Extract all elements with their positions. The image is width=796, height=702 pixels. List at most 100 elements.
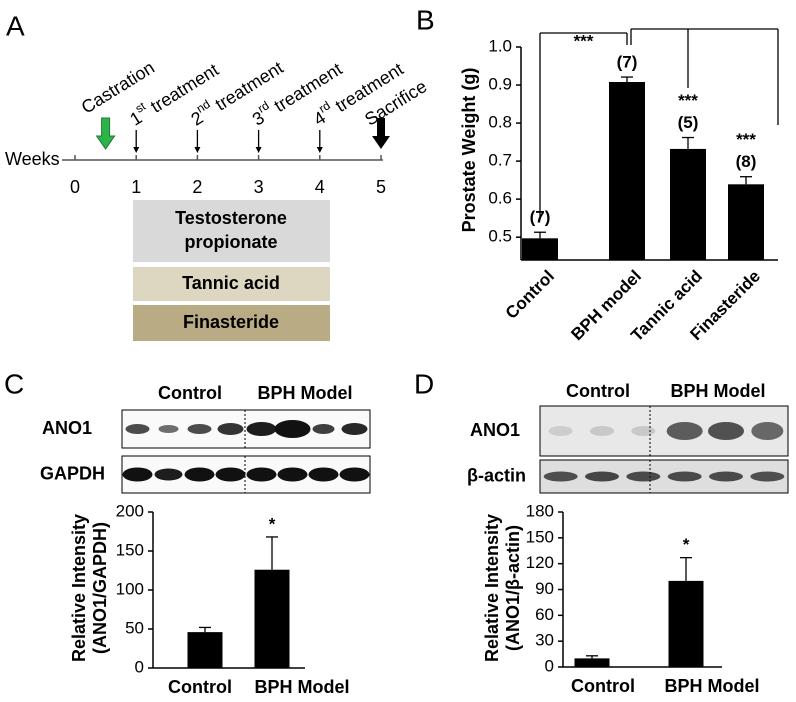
blot-band xyxy=(590,426,614,436)
y-tick-label: 0 xyxy=(135,657,144,676)
bar xyxy=(668,580,704,667)
treatment-box xyxy=(133,267,330,301)
significance: *** xyxy=(736,130,756,149)
error-bar xyxy=(680,556,692,581)
significance: *** xyxy=(678,91,698,110)
y-axis-label: Prostate Weight (g) xyxy=(459,68,479,233)
y-tick-label: 0.9 xyxy=(488,75,512,94)
y-axis-label: (ANO1/β-actin) xyxy=(503,525,523,651)
treatment-label: Testosterone xyxy=(175,208,287,228)
bar xyxy=(574,658,610,667)
error-bar xyxy=(586,655,598,659)
error-bar xyxy=(740,176,752,185)
group-label: BPH Model xyxy=(257,383,352,403)
panel-label: C xyxy=(4,368,24,399)
blot-band xyxy=(125,424,150,434)
treatment-label: propionate xyxy=(185,232,278,252)
axis-label: Weeks xyxy=(5,149,60,169)
tick-label: 0 xyxy=(70,177,80,197)
x-tick-label: Control xyxy=(571,676,635,696)
panel-label: D xyxy=(414,368,434,399)
blot-band xyxy=(667,471,702,482)
y-tick-label: 120 xyxy=(526,553,554,572)
panel-label: B xyxy=(416,4,435,35)
significance: *** xyxy=(574,31,594,50)
bar xyxy=(670,148,706,260)
tick-label: 5 xyxy=(376,177,386,197)
y-axis-label: (ANO1/GAPDH) xyxy=(90,522,110,654)
error-bar xyxy=(534,231,546,239)
blot-band xyxy=(751,422,784,440)
blot-band xyxy=(187,424,212,434)
x-tick-label: BPH Model xyxy=(254,677,349,697)
blot-band xyxy=(217,423,244,435)
blot-band xyxy=(274,420,311,438)
group-label: Control xyxy=(566,381,630,401)
blot-band xyxy=(709,471,743,482)
blot-band xyxy=(312,424,335,434)
row-label: ANO1 xyxy=(42,418,92,438)
blot-frame xyxy=(539,405,789,457)
row-label: GAPDH xyxy=(40,463,105,483)
error-bar xyxy=(621,76,633,82)
y-tick-label: 0 xyxy=(545,656,554,675)
significance: * xyxy=(269,514,276,533)
y-tick-label: 100 xyxy=(116,579,144,598)
panel-label: A xyxy=(6,10,25,41)
tick-label: 3 xyxy=(254,177,264,197)
y-axis-label: Relative Intensity xyxy=(69,514,89,662)
error-bar xyxy=(266,536,278,570)
blot-band xyxy=(154,468,183,481)
bar xyxy=(187,632,223,668)
y-axis-label: Relative Intensity xyxy=(482,514,502,662)
arrow-head xyxy=(316,147,323,153)
blot-band xyxy=(158,425,179,433)
blot-band xyxy=(246,422,277,436)
blot-band xyxy=(543,471,578,482)
x-tick-label: BPH Model xyxy=(664,676,759,696)
blot-band xyxy=(246,467,277,482)
bar xyxy=(728,184,764,260)
y-tick-label: 60 xyxy=(535,605,554,624)
group-label: Control xyxy=(158,383,222,403)
y-tick-label: 200 xyxy=(116,501,144,520)
castration-arrow xyxy=(95,117,116,150)
blot-band xyxy=(184,467,215,482)
tick-label: 2 xyxy=(192,177,202,197)
arrow-head xyxy=(133,147,140,153)
blot-frame xyxy=(539,459,789,494)
bar xyxy=(254,569,290,668)
y-tick-label: 150 xyxy=(116,540,144,559)
y-tick-label: 50 xyxy=(125,618,144,637)
error-bar xyxy=(199,626,211,633)
blot-band xyxy=(585,471,619,482)
bar xyxy=(609,81,645,260)
blot-band xyxy=(308,467,339,482)
blot-band xyxy=(548,426,573,436)
treatment-box xyxy=(133,200,330,262)
significance: * xyxy=(683,535,690,554)
blot-band xyxy=(341,423,368,435)
arrow-head xyxy=(255,147,262,153)
blot-band xyxy=(122,467,153,482)
blot-band xyxy=(339,467,370,482)
tick-label: 1 xyxy=(131,177,141,197)
y-tick-label: 90 xyxy=(535,579,554,598)
y-tick-label: 150 xyxy=(526,527,554,546)
error-bar xyxy=(682,136,694,149)
bar xyxy=(522,238,558,260)
event-suffix: nd xyxy=(194,97,213,116)
treatment-label: Tannic acid xyxy=(182,273,280,293)
blot-band xyxy=(708,422,744,440)
y-tick-label: 0.7 xyxy=(488,151,512,170)
n-label: (8) xyxy=(736,152,757,171)
arrow-head xyxy=(194,147,201,153)
row-label: β-actin xyxy=(467,465,526,485)
x-tick-label: Control xyxy=(502,267,558,323)
tick-label: 4 xyxy=(315,177,325,197)
y-tick-label: 0.8 xyxy=(488,113,512,132)
treatment-box xyxy=(133,305,330,341)
group-label: BPH Model xyxy=(670,381,765,401)
